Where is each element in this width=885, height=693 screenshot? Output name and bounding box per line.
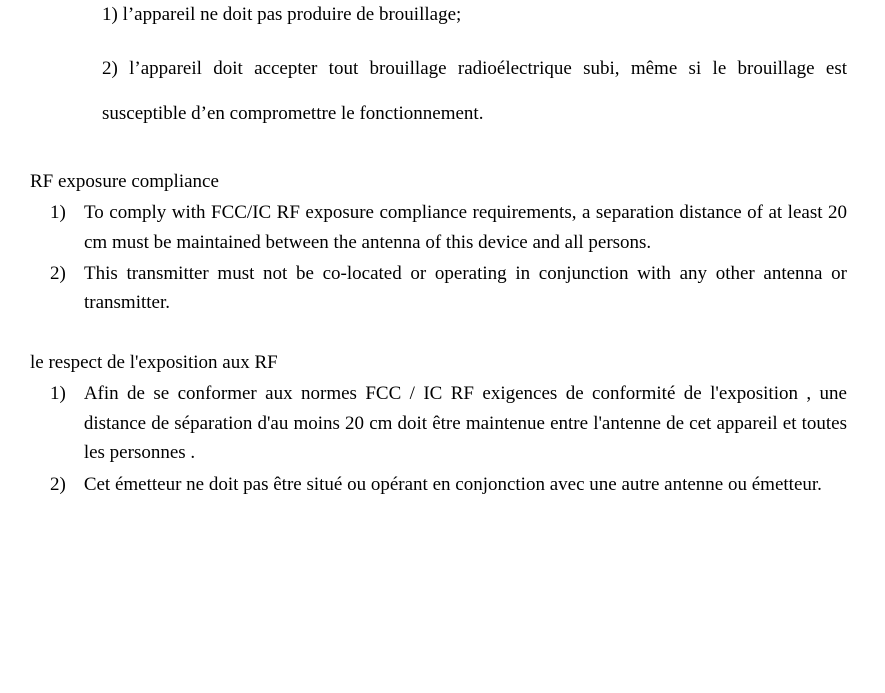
- rf-exposure-list-fr: 1) Afin de se conformer aux normes FCC /…: [30, 379, 855, 499]
- list-item: 1) Afin de se conformer aux normes FCC /…: [50, 379, 847, 467]
- list-item: 1) To comply with FCC/IC RF exposure com…: [50, 198, 847, 257]
- list-text: Afin de se conformer aux normes FCC / IC…: [74, 379, 847, 467]
- list-number: 1): [50, 379, 74, 467]
- french-condition-2: 2) l’appareil doit accepter tout brouill…: [30, 47, 855, 136]
- list-number: 1): [50, 198, 84, 257]
- list-number: 2): [50, 470, 74, 499]
- list-item: 2) This transmitter must not be co-locat…: [50, 259, 847, 318]
- spacer: [30, 320, 855, 348]
- list-number: 2): [50, 259, 84, 318]
- french-condition-1: 1) l’appareil ne doit pas produire de br…: [30, 0, 855, 29]
- rf-exposure-list-en: 1) To comply with FCC/IC RF exposure com…: [30, 198, 855, 318]
- list-text: Cet émetteur ne doit pas être situé ou o…: [74, 470, 847, 499]
- rf-exposure-heading-en: RF exposure compliance: [30, 167, 855, 196]
- list-text: To comply with FCC/IC RF exposure compli…: [84, 198, 847, 257]
- list-text: This transmitter must not be co-located …: [84, 259, 847, 318]
- list-item: 2) Cet émetteur ne doit pas être situé o…: [50, 470, 847, 499]
- rf-exposure-heading-fr: le respect de l'exposition aux RF: [30, 348, 855, 377]
